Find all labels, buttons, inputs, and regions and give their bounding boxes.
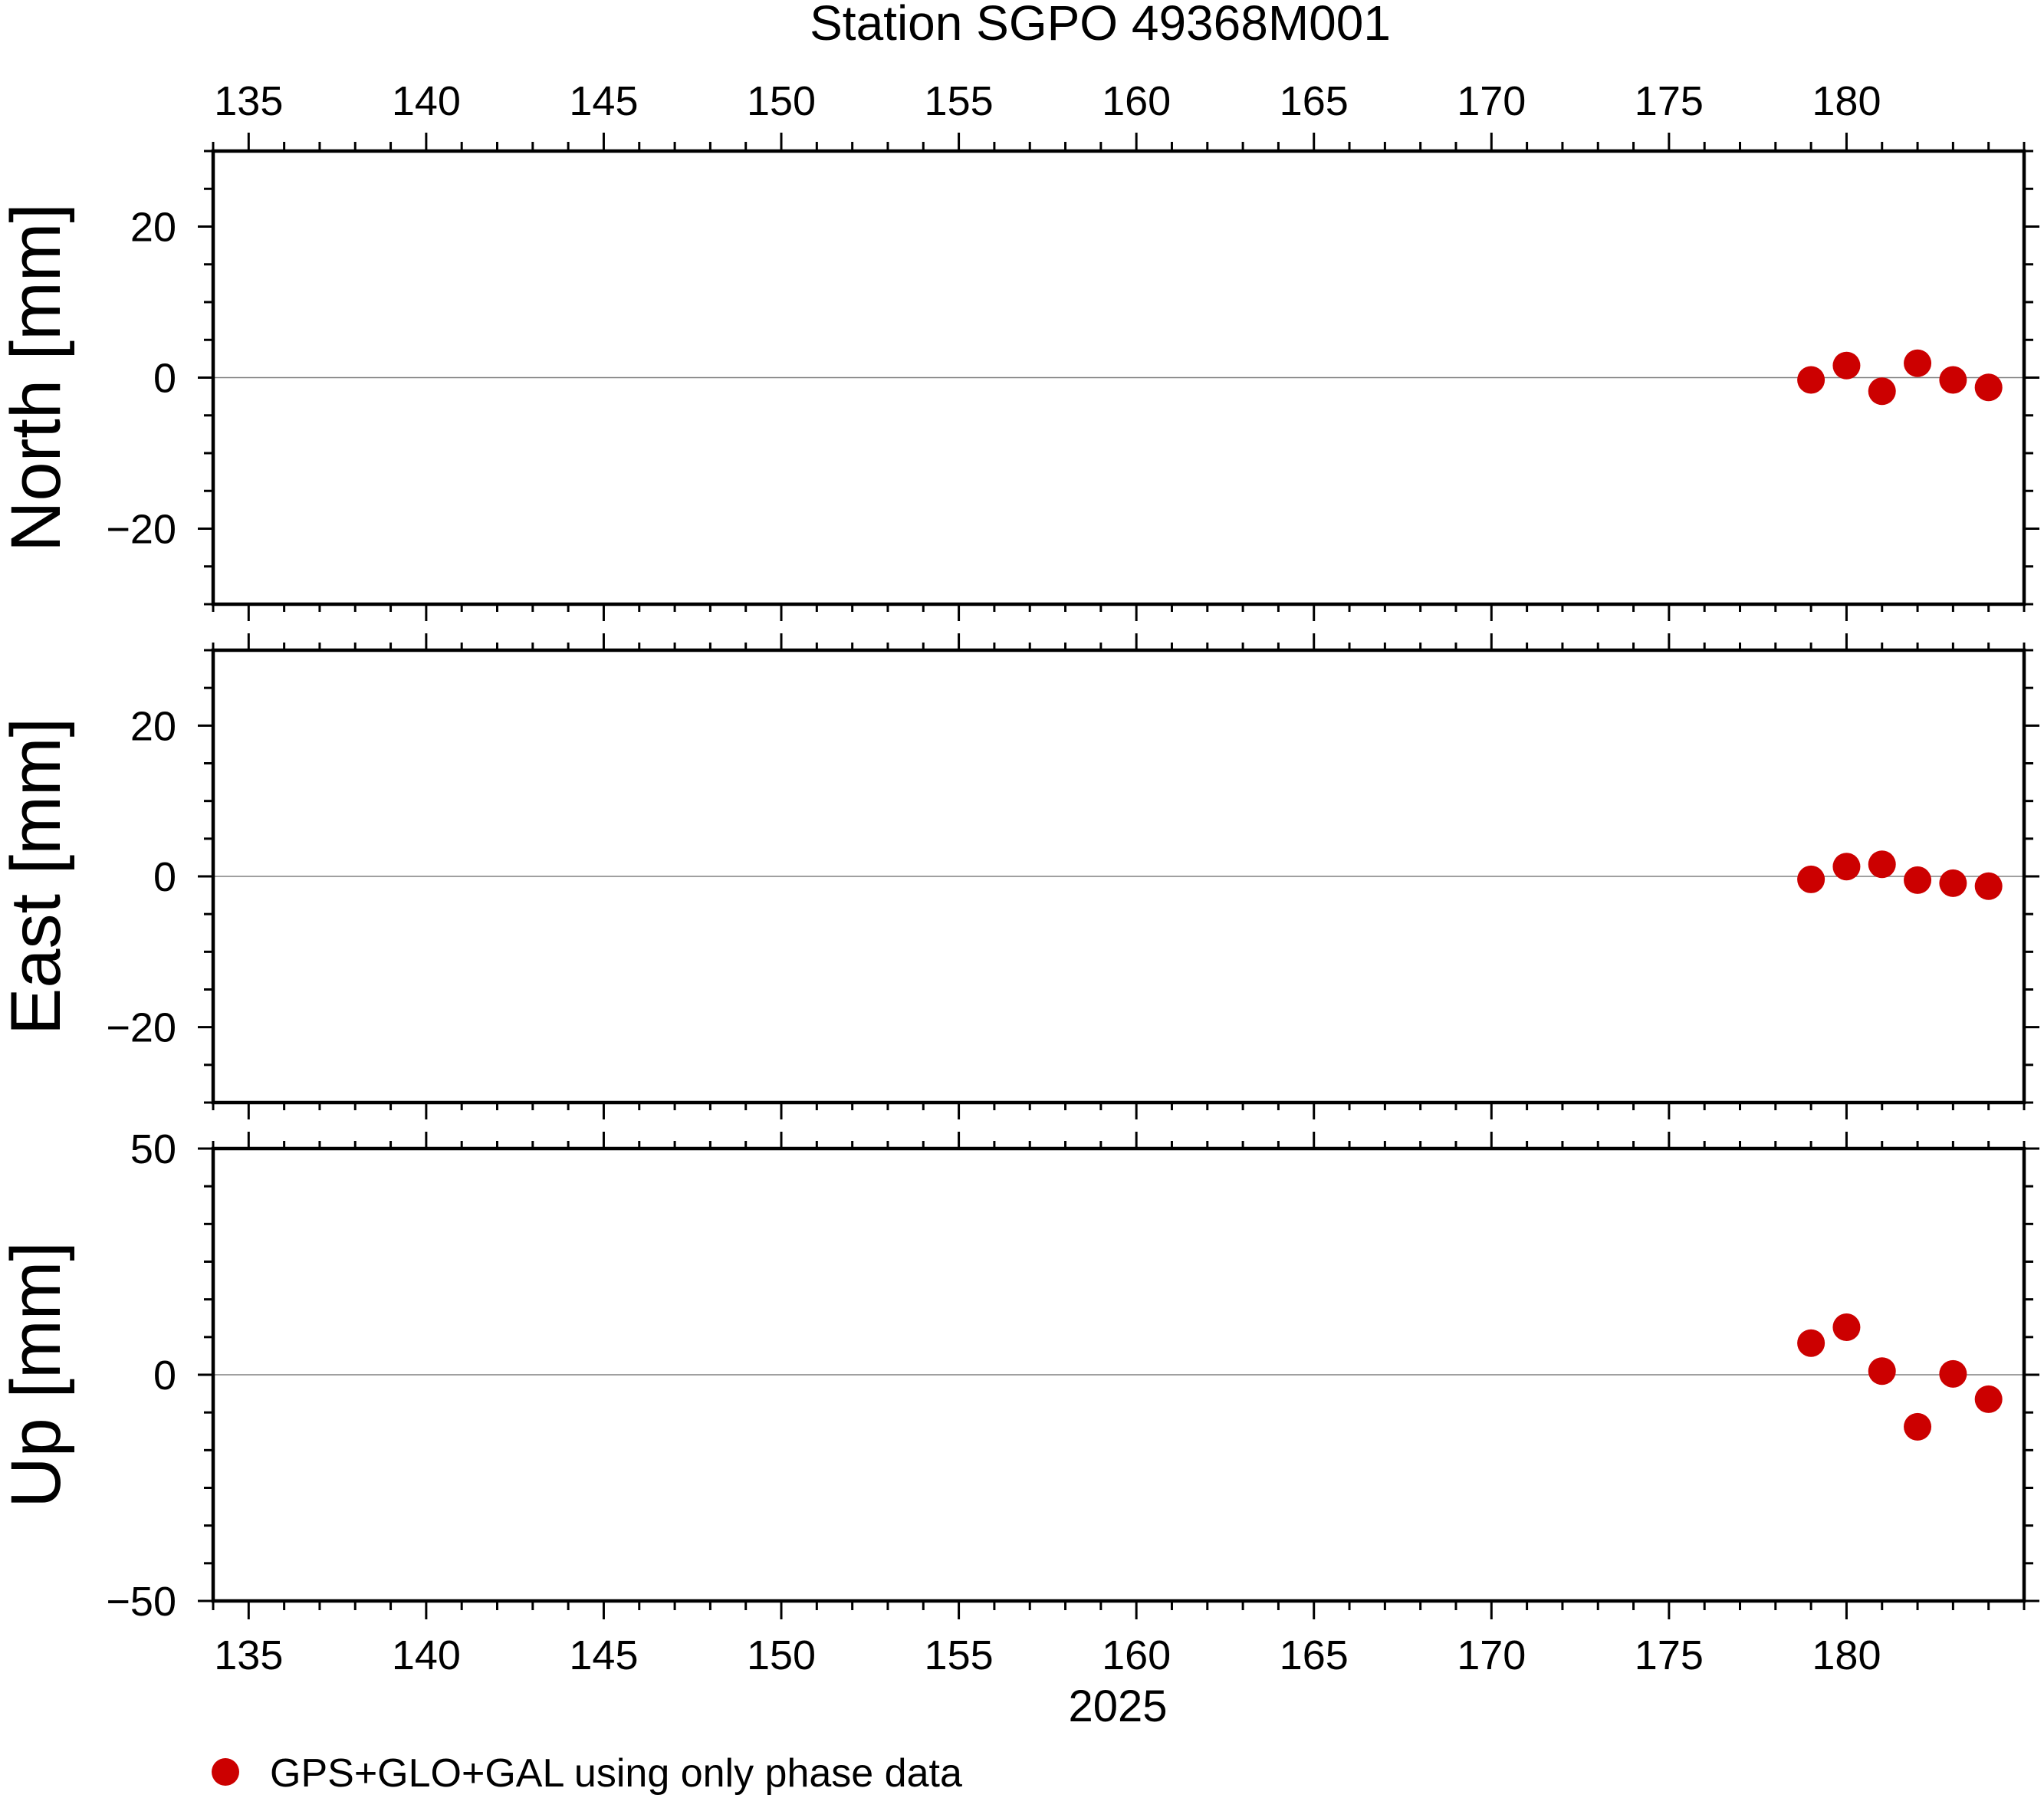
- east-y-tick-label: 20: [130, 703, 176, 749]
- panel-east: 20 0 −20 East [mm]: [0, 648, 2039, 1149]
- up-data-point: [1797, 1329, 1825, 1357]
- bottom-x-tick-label: 180: [1812, 1632, 1881, 1678]
- north-data-point: [1797, 366, 1825, 394]
- legend: GPS+GLO+GAL using only phase data: [212, 1751, 962, 1796]
- up-panel-frame: [211, 1146, 2026, 1603]
- bottom-x-tick-label: 175: [1635, 1632, 1704, 1678]
- up-data-point: [1939, 1359, 1967, 1388]
- panel-up: 50 0 −50 Up [mm]: [0, 1126, 2039, 1625]
- legend-label: GPS+GLO+GAL using only phase data: [270, 1751, 962, 1796]
- up-y-axis-label: Up [mm]: [0, 1241, 75, 1508]
- east-panel-frame: [211, 648, 2026, 1105]
- panels: 20 0 −20 North [mm] 20 0 −20 East [mm] 50 0 −50 Up …: [0, 149, 2039, 1625]
- east-y-tick-label: −20: [106, 1005, 176, 1051]
- north-data-point: [1868, 377, 1896, 406]
- bottom-x-axis: 135 140 145 150 155 160 165 170 175 180: [212, 1601, 2026, 1678]
- up-data-point: [1832, 1313, 1861, 1342]
- bottom-x-tick-label: 150: [747, 1632, 816, 1678]
- top-x-tick-label: 135: [214, 78, 283, 124]
- east-data-point: [1832, 853, 1861, 881]
- north-y-tick-label: 0: [153, 356, 176, 402]
- up-y-tick-label: −50: [106, 1579, 176, 1625]
- top-x-tick-label: 150: [747, 78, 816, 124]
- north-data-point: [1974, 373, 2003, 402]
- top-x-tick-label: 175: [1635, 78, 1704, 124]
- bottom-x-tick-label: 170: [1457, 1632, 1526, 1678]
- bottom-x-tick-label: 155: [925, 1632, 994, 1678]
- legend-marker: [212, 1758, 239, 1786]
- up-data-point: [1868, 1357, 1896, 1385]
- east-data-point: [1974, 872, 2003, 900]
- up-y-tick-label: 50: [130, 1126, 176, 1172]
- north-data-point: [1832, 351, 1861, 380]
- east-data-point: [1797, 865, 1825, 893]
- east-y-axis-label: East [mm]: [0, 718, 75, 1035]
- bottom-x-tick-label: 165: [1280, 1632, 1349, 1678]
- panel-north: 20 0 −20 North [mm]: [0, 149, 2039, 650]
- top-x-axis: 135 140 145 150 155 160 165 170 175 180: [212, 78, 2026, 151]
- north-data-point: [1904, 349, 1932, 377]
- top-x-tick-label: 155: [925, 78, 994, 124]
- bottom-x-tick-label: 145: [569, 1632, 638, 1678]
- north-data-point: [1939, 366, 1967, 394]
- east-data-point: [1904, 866, 1932, 894]
- north-y-axis-label: North [mm]: [0, 203, 75, 552]
- north-y-tick-label: −20: [106, 507, 176, 553]
- top-x-tick-label: 170: [1457, 78, 1526, 124]
- up-data-point: [1904, 1412, 1932, 1441]
- bottom-x-tick-label: 160: [1102, 1632, 1171, 1678]
- up-data-point: [1974, 1385, 2003, 1413]
- x-axis-label: 2025: [1068, 1681, 1167, 1731]
- bottom-x-tick-label: 135: [214, 1632, 283, 1678]
- up-y-tick-label: 0: [153, 1353, 176, 1399]
- top-x-tick-label: 145: [569, 78, 638, 124]
- top-x-tick-label: 140: [392, 78, 461, 124]
- north-panel-frame: [211, 149, 2026, 606]
- east-data-point: [1939, 869, 1967, 897]
- east-data-point: [1868, 850, 1896, 879]
- top-x-tick-label: 160: [1102, 78, 1171, 124]
- bottom-x-tick-label: 140: [392, 1632, 461, 1678]
- top-x-tick-label: 165: [1280, 78, 1349, 124]
- top-x-tick-label: 180: [1812, 78, 1881, 124]
- east-y-tick-label: 0: [153, 854, 176, 900]
- chart-title: Station SGPO 49368M001: [810, 0, 1391, 51]
- north-y-tick-label: 20: [130, 205, 176, 251]
